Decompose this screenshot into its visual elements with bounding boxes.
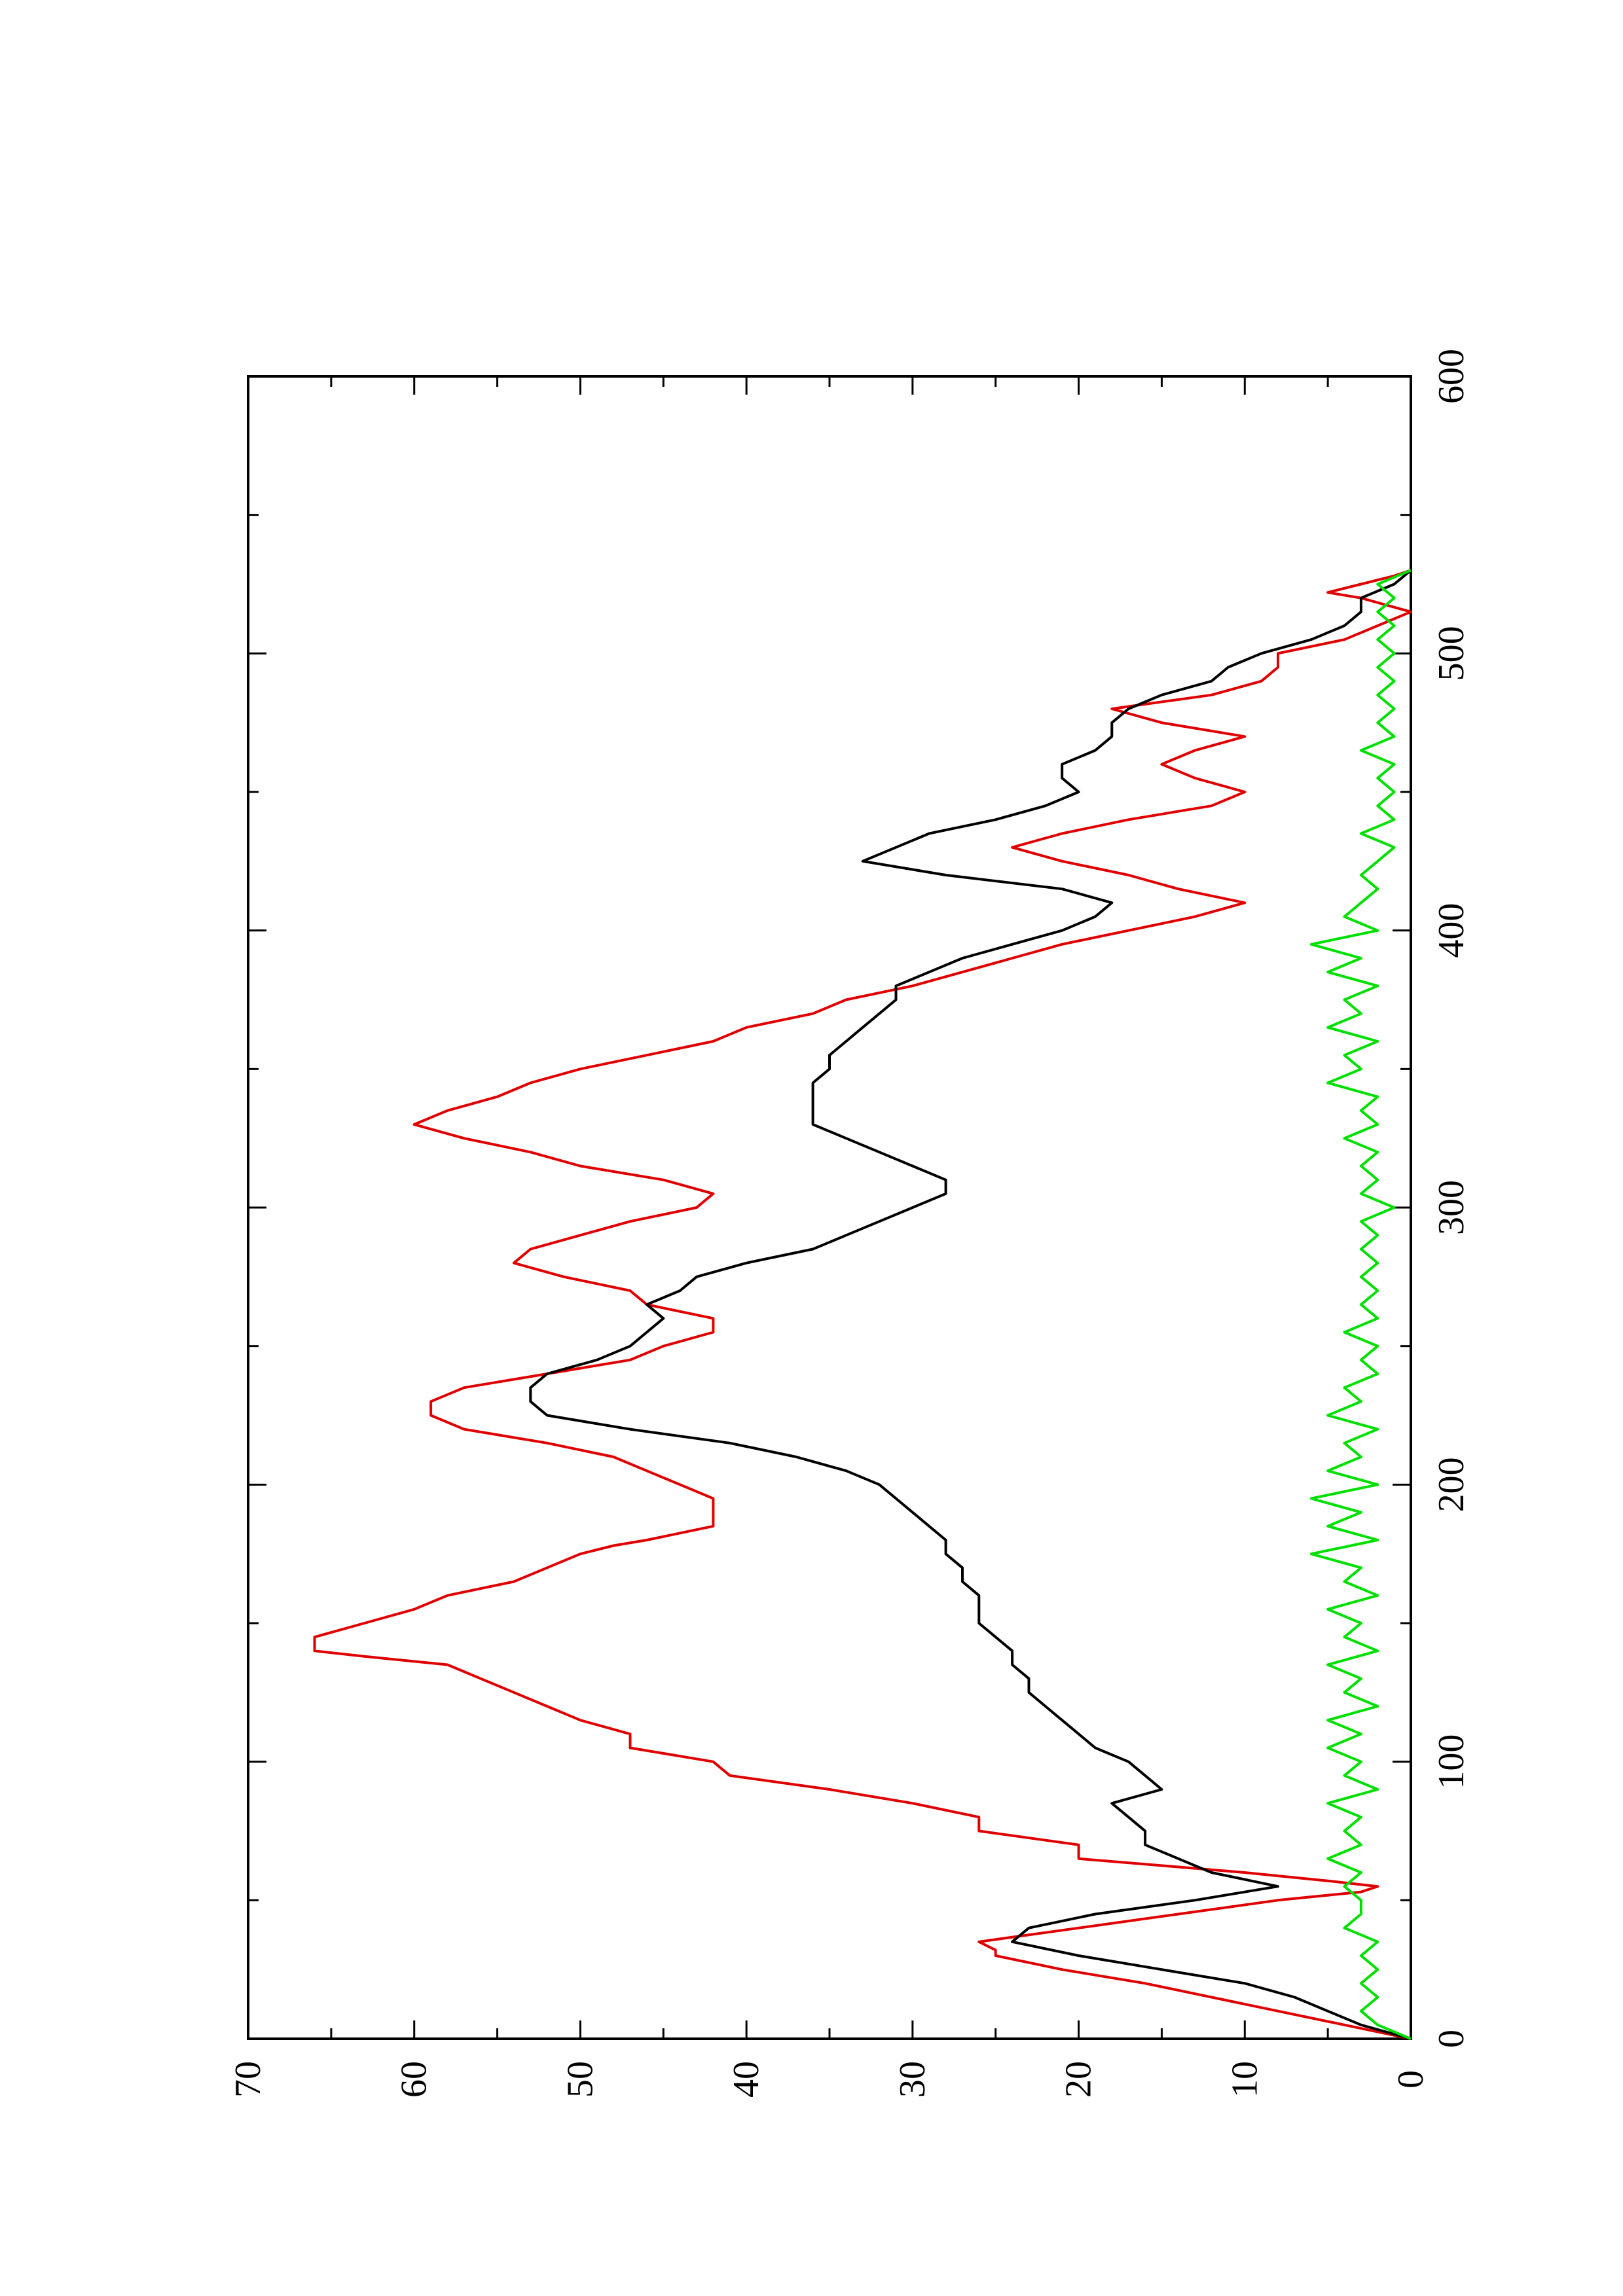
y-tick-label: 10 (1224, 2061, 1265, 2098)
x-tick-label: 600 (1431, 349, 1472, 404)
y-tick-label: 20 (1059, 2061, 1099, 2098)
x-tick-label: 200 (1431, 1457, 1472, 1512)
series-line-1 (313, 569, 1412, 2040)
x-tick-label: 500 (1431, 626, 1472, 681)
y-tick-label: 0 (1391, 2070, 1431, 2089)
y-tick-label: 70 (228, 2061, 268, 2098)
x-tick-label: 100 (1431, 1734, 1472, 1789)
y-tick-label: 50 (560, 2061, 600, 2098)
y-tick-label: 30 (892, 2061, 933, 2098)
y-tick-label: 40 (726, 2061, 767, 2098)
x-tick-label: 400 (1431, 903, 1472, 958)
tick-labels: 0 100 200 300 400 500 600 0 10 20 30 40 50 60 70 (228, 349, 1472, 2098)
series-line-3 (1309, 569, 1412, 2040)
series-group (313, 569, 1412, 2040)
x-tick-label: 0 (1431, 2030, 1472, 2048)
x-tick-label: 300 (1431, 1180, 1472, 1235)
series-line-2 (529, 569, 1412, 2040)
y-tick-label: 60 (394, 2061, 435, 2098)
tick-marks (247, 375, 1412, 2040)
